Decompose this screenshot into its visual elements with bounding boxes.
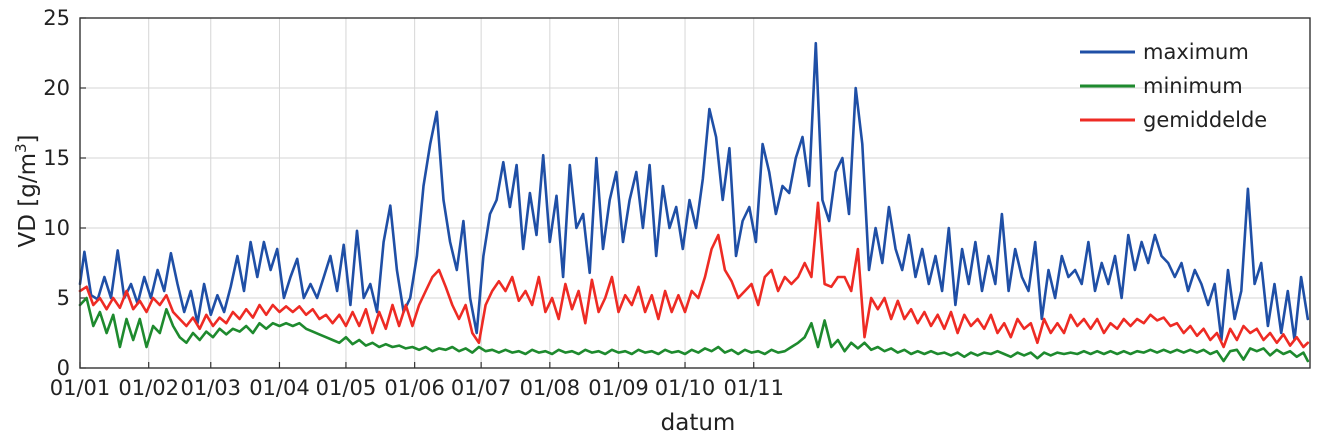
series-lines (78, 41, 1310, 363)
x-tick-label: 01/09 (588, 376, 649, 400)
y-axis-label-close: ] (15, 134, 41, 143)
legend-label-minimum: minimum (1143, 74, 1243, 98)
x-tick-label: 01/05 (316, 376, 377, 400)
y-axis-label: VD [g/m3] (12, 134, 41, 247)
x-tick-label: 01/07 (451, 376, 512, 400)
plot-frame (79, 17, 1311, 369)
legend: maximum minimum gemiddelde (1080, 40, 1267, 132)
series-line-gemiddelde (78, 201, 1310, 349)
series-line-minimum (78, 296, 1310, 363)
y-tick-label: 20 (43, 76, 70, 100)
x-tick-label: 01/03 (180, 376, 241, 400)
y-tick-label: 15 (43, 146, 70, 170)
x-tick-label: 01/08 (520, 376, 581, 400)
x-tick-labels: 01/01 01/02 01/03 01/04 01/05 01/06 01/07 01/08… (50, 376, 784, 400)
x-tick-label: 01/02 (118, 376, 179, 400)
x-axis-label: datum (661, 410, 736, 435)
y-tick-label: 0 (57, 356, 70, 380)
series-line-maximum (78, 41, 1310, 342)
legend-label-maximum: maximum (1143, 40, 1249, 64)
y-tick-label: 25 (43, 6, 70, 30)
legend-label-gemiddelde: gemiddelde (1143, 108, 1267, 132)
x-tick-label: 01/11 (723, 376, 784, 400)
y-tick-label: 5 (57, 286, 70, 310)
y-tick-label: 10 (43, 216, 70, 240)
grid (79, 17, 1310, 369)
y-axis-label-main: VD [g/m (15, 153, 41, 247)
y-axis-label-superscript: 3 (12, 143, 30, 153)
x-tick-label: 01/04 (249, 376, 310, 400)
x-tick-label: 01/10 (655, 376, 716, 400)
x-tick-label: 01/06 (384, 376, 445, 400)
x-tick-label: 01/01 (50, 376, 111, 400)
y-tick-labels: 0 5 10 15 20 25 (43, 6, 70, 380)
